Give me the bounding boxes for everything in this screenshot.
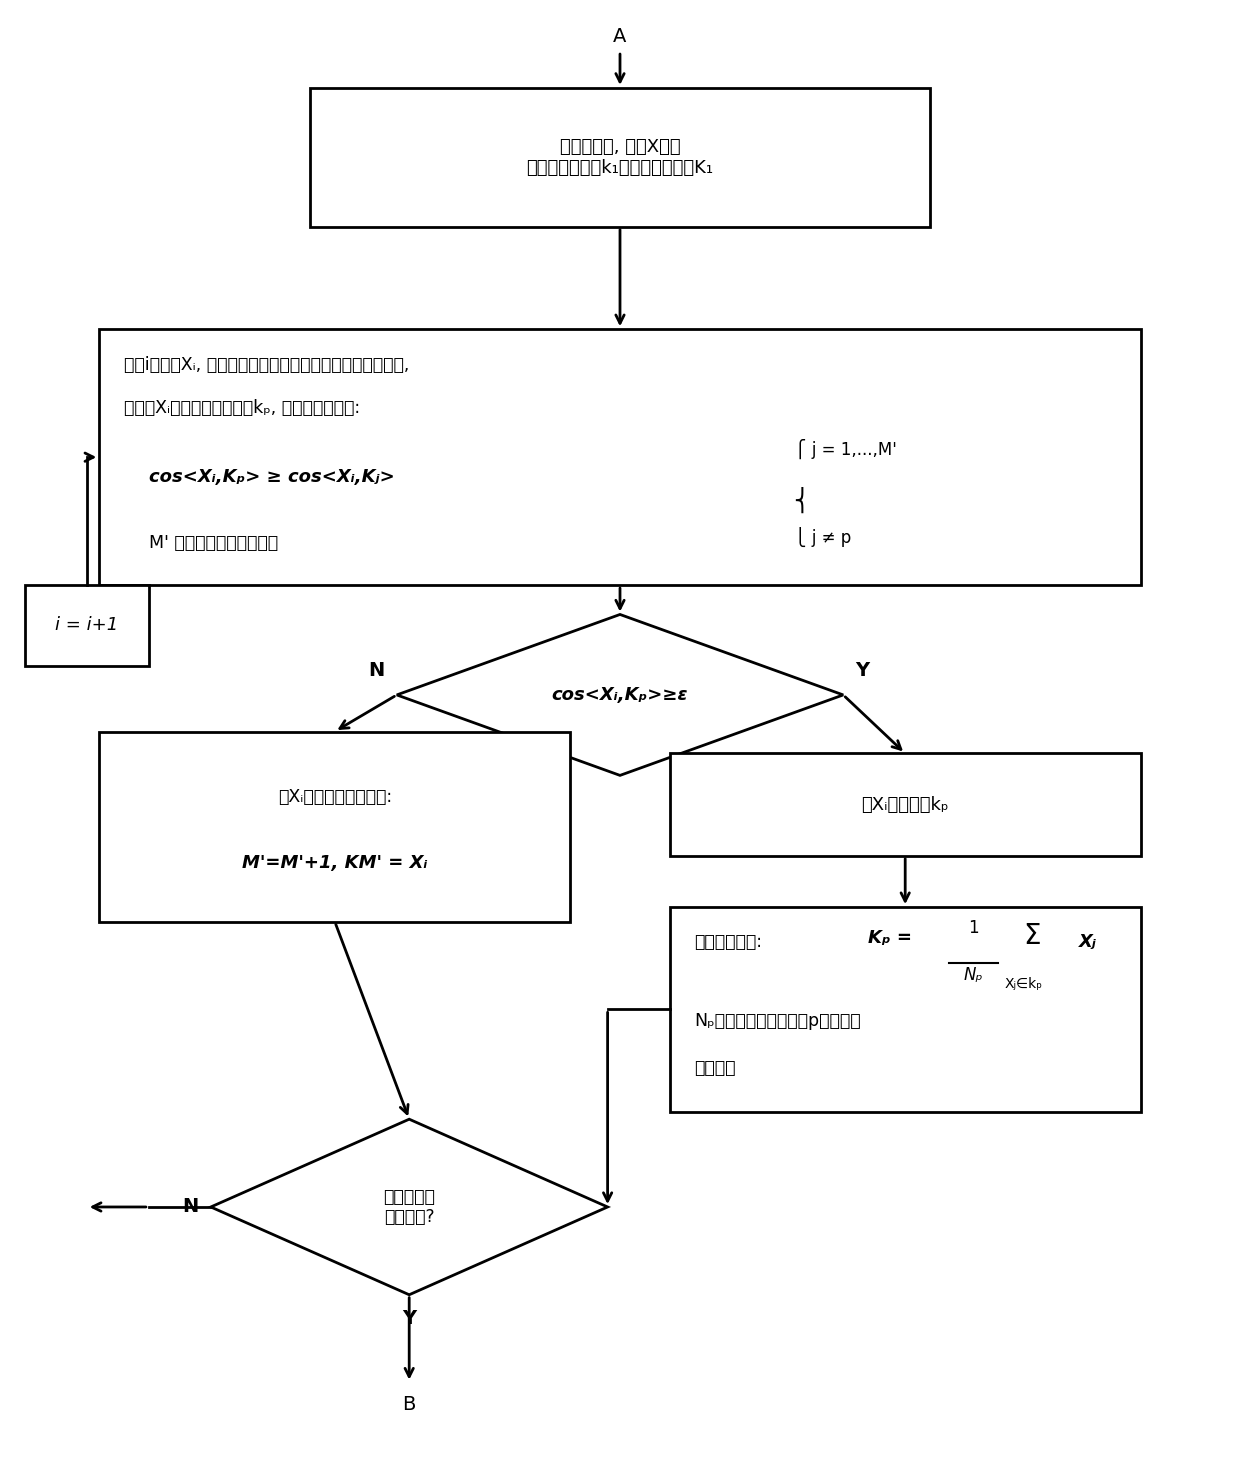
Text: 1: 1 xyxy=(968,919,978,936)
Text: i = i+1: i = i+1 xyxy=(55,616,119,635)
Text: M' 为已存在的类别数目。: M' 为已存在的类别数目。 xyxy=(149,534,278,552)
Text: 总样本数: 总样本数 xyxy=(694,1059,735,1077)
FancyBboxPatch shape xyxy=(99,732,570,922)
FancyBboxPatch shape xyxy=(670,907,1141,1112)
FancyBboxPatch shape xyxy=(25,585,149,666)
Text: cos<Xᵢ,Kₚ> ≥ cos<Xᵢ,Kⱼ>: cos<Xᵢ,Kₚ> ≥ cos<Xᵢ,Kⱼ> xyxy=(149,468,394,486)
Text: N: N xyxy=(182,1198,198,1216)
FancyBboxPatch shape xyxy=(670,753,1141,856)
Text: Xⱼ∈kₚ: Xⱼ∈kₚ xyxy=(1004,977,1043,992)
Text: Kₚ =: Kₚ = xyxy=(868,929,911,947)
Text: 为Xᵢ分配一个新的类别:: 为Xᵢ分配一个新的类别: xyxy=(278,789,392,806)
Text: Σ: Σ xyxy=(1023,922,1040,949)
Text: 确定和Xᵢ相似度最高的类别kₚ, 其中心向量满足:: 确定和Xᵢ相似度最高的类别kₚ, 其中心向量满足: xyxy=(124,399,360,417)
Text: ⎨: ⎨ xyxy=(794,487,811,514)
Text: Y: Y xyxy=(402,1309,417,1328)
Text: 把Xᵢ归入类别kₚ: 把Xᵢ归入类别kₚ xyxy=(862,796,949,813)
Text: N: N xyxy=(368,661,384,680)
Text: 所有样本已
完成归类?: 所有样本已 完成归类? xyxy=(383,1188,435,1226)
FancyBboxPatch shape xyxy=(99,329,1141,585)
Text: M'=M'+1, KM' = Xᵢ: M'=M'+1, KM' = Xᵢ xyxy=(242,854,428,872)
Text: Xⱼ: Xⱼ xyxy=(1079,933,1096,951)
Text: Nₚ: Nₚ xyxy=(963,966,983,983)
Text: cos<Xᵢ,Kₚ>≥ε: cos<Xᵢ,Kₚ>≥ε xyxy=(552,686,688,704)
FancyBboxPatch shape xyxy=(310,88,930,227)
Text: 更新聚类中心:: 更新聚类中心: xyxy=(694,933,763,951)
Text: ⎧ j = 1,...,M': ⎧ j = 1,...,M' xyxy=(794,439,897,459)
Text: 任取一样本, 以其X部分
作为第一个类别k₁的初始中心向量K₁: 任取一样本, 以其X部分 作为第一个类别k₁的初始中心向量K₁ xyxy=(527,138,713,177)
Polygon shape xyxy=(397,614,843,775)
Polygon shape xyxy=(211,1119,608,1295)
Text: B: B xyxy=(403,1396,415,1413)
Text: Nₚ为加入新样本后类别p中包含的: Nₚ为加入新样本后类别p中包含的 xyxy=(694,1012,861,1030)
Text: Y: Y xyxy=(856,661,869,680)
Text: A: A xyxy=(614,28,626,45)
Text: ⎩ j ≠ p: ⎩ j ≠ p xyxy=(794,527,851,547)
Text: 取第i个样本Xᵢ, 计算它和已存在的各类别中心向量夹角余弦,: 取第i个样本Xᵢ, 计算它和已存在的各类别中心向量夹角余弦, xyxy=(124,356,409,373)
